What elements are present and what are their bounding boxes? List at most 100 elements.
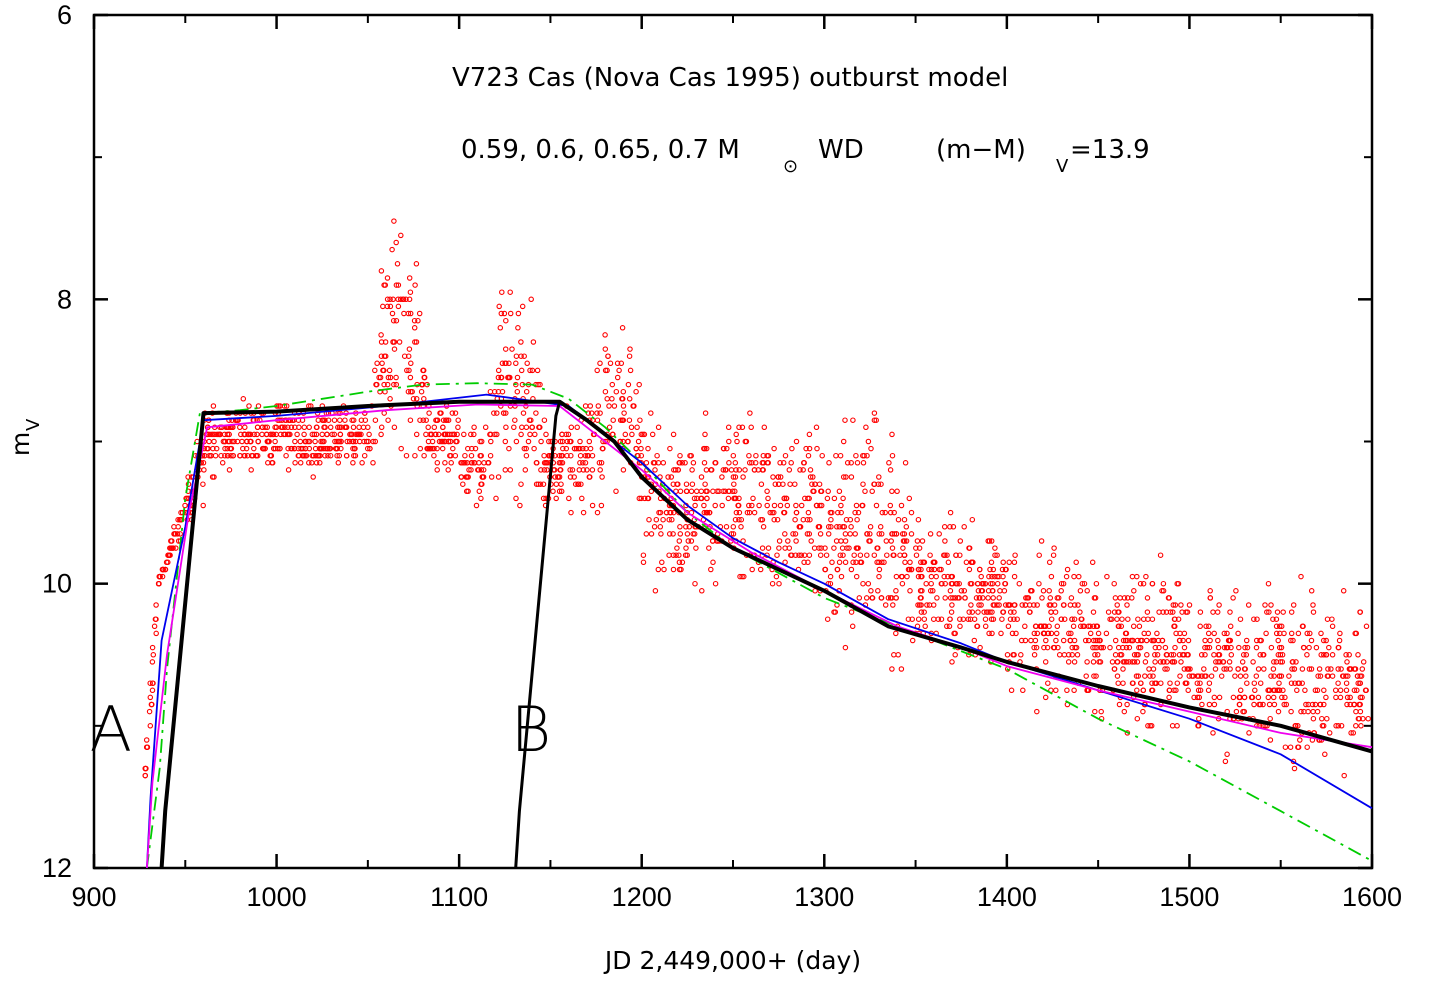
observation-point — [587, 403, 594, 409]
observation-point — [1343, 687, 1350, 694]
observation-point — [686, 524, 693, 530]
observation-point — [1207, 595, 1214, 601]
observation-point — [1170, 602, 1177, 608]
observation-point — [468, 431, 474, 438]
observation-point — [1243, 652, 1250, 658]
observation-point — [332, 445, 339, 452]
observation-point — [945, 559, 952, 566]
observation-point — [792, 481, 798, 487]
observation-point — [740, 474, 746, 480]
observation-point — [825, 531, 832, 537]
observation-point — [1007, 609, 1014, 615]
observation-point — [1173, 687, 1179, 694]
observation-point — [598, 460, 605, 466]
observation-point — [706, 545, 712, 551]
observation-point — [397, 296, 404, 303]
observation-point — [977, 644, 983, 651]
observation-point — [771, 516, 777, 523]
observation-point — [988, 616, 995, 622]
observation-point — [786, 545, 793, 551]
observation-point — [1358, 723, 1364, 729]
observation-point — [454, 431, 460, 438]
observation-point — [749, 566, 755, 573]
subtitle-distance-modulus-sub: V — [1056, 156, 1069, 177]
observation-point — [1340, 588, 1347, 594]
observation-point — [1026, 609, 1033, 615]
observation-point — [1255, 666, 1262, 672]
observation-point — [1270, 666, 1277, 672]
observation-point — [624, 438, 631, 445]
observation-point — [931, 559, 937, 566]
observation-point — [514, 374, 521, 381]
observation-point — [641, 495, 648, 502]
observation-point — [824, 495, 831, 502]
observation-point — [703, 467, 710, 473]
observation-point — [487, 388, 494, 395]
observation-point — [1011, 616, 1017, 622]
observation-point — [764, 502, 770, 509]
observation-point — [407, 417, 414, 423]
observation-point — [182, 502, 188, 509]
observation-point — [749, 460, 755, 466]
observation-point — [1352, 630, 1358, 637]
observation-point — [889, 488, 895, 495]
observation-point — [703, 509, 710, 516]
observation-point — [1186, 673, 1193, 679]
observation-point — [732, 474, 739, 480]
observation-point — [478, 467, 485, 473]
observation-point — [1063, 573, 1070, 580]
observation-point — [942, 580, 948, 587]
observation-point — [1013, 630, 1019, 637]
observation-point — [800, 460, 807, 466]
observation-point — [313, 460, 320, 466]
observation-point — [1098, 708, 1104, 715]
observation-point — [828, 524, 834, 530]
observation-point — [234, 438, 241, 445]
observation-point — [694, 495, 700, 502]
observation-point — [899, 531, 906, 537]
observation-point — [1082, 637, 1089, 644]
observation-point — [1124, 602, 1130, 608]
observation-point — [807, 467, 814, 473]
observation-point — [509, 346, 515, 352]
observation-point — [610, 417, 616, 423]
observation-point — [495, 374, 502, 381]
observation-point — [689, 467, 695, 473]
observation-point — [1321, 652, 1327, 658]
observation-point — [965, 616, 971, 622]
observation-point — [893, 630, 899, 637]
observation-point — [1058, 616, 1065, 622]
observation-point — [792, 531, 799, 537]
y-tick-label: 12 — [42, 853, 72, 883]
observation-point — [361, 452, 368, 459]
observation-point — [966, 545, 973, 551]
observation-point — [725, 424, 732, 431]
observation-point — [1111, 580, 1117, 587]
observation-point — [1274, 609, 1281, 615]
x-tick-label: 1000 — [247, 882, 307, 912]
observation-point — [682, 552, 689, 558]
observation-point — [839, 545, 846, 551]
observation-point — [1114, 602, 1120, 608]
observation-point — [1084, 659, 1090, 665]
observation-point — [267, 452, 273, 459]
observation-point — [1077, 588, 1084, 594]
observation-point — [848, 524, 854, 530]
observation-point — [726, 460, 732, 466]
observation-point — [1240, 652, 1247, 658]
observation-point — [656, 509, 662, 516]
observation-point — [1332, 687, 1339, 694]
observation-point — [319, 431, 325, 438]
observation-point — [728, 467, 735, 473]
y-tick-label: 6 — [57, 0, 72, 30]
observation-point — [313, 424, 320, 431]
observation-point — [953, 552, 959, 558]
observation-point — [904, 573, 910, 580]
observation-point — [751, 509, 758, 516]
observation-point — [898, 666, 905, 672]
observation-point — [1277, 652, 1284, 658]
observation-point — [1134, 659, 1141, 665]
observation-point — [627, 367, 634, 374]
observation-point — [871, 410, 878, 416]
observation-point — [1093, 580, 1100, 587]
